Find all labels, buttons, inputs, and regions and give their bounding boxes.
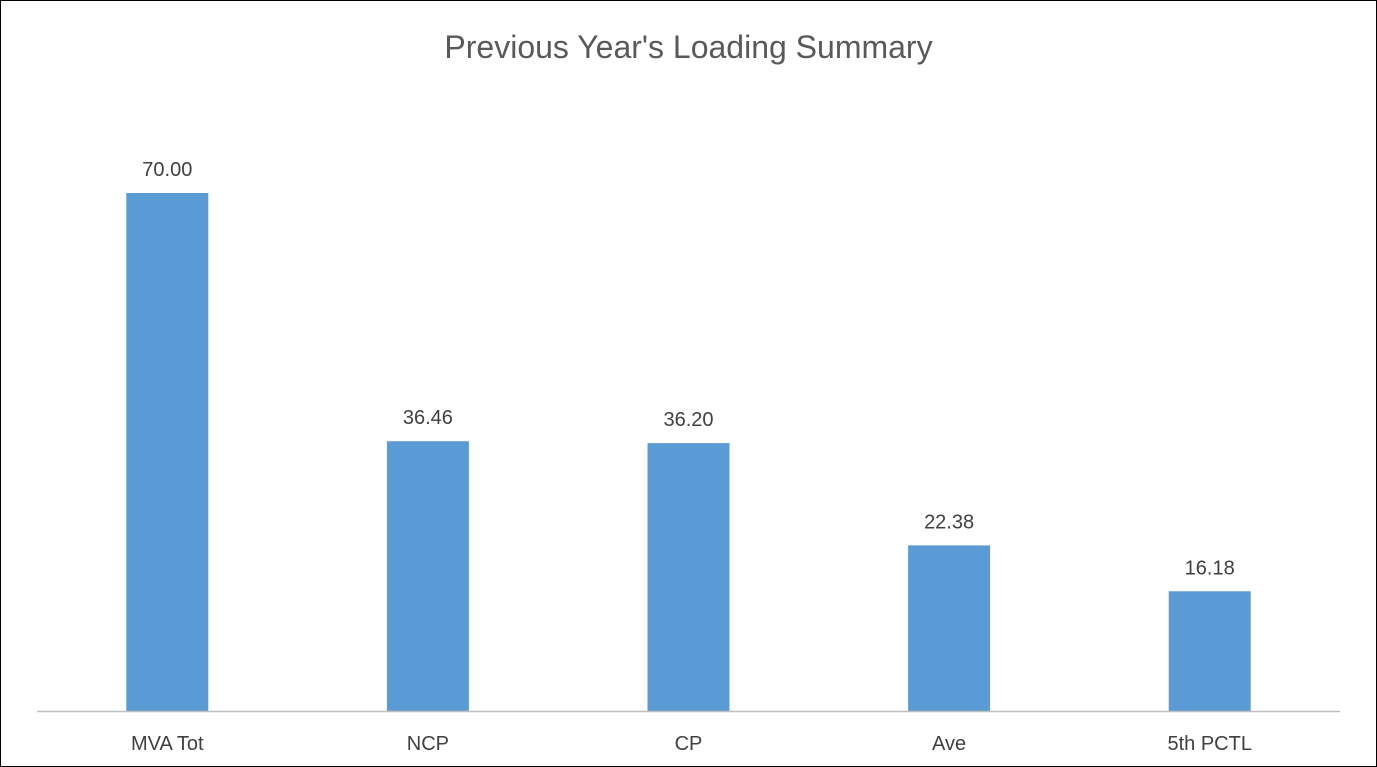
x-tick-label: 5th PCTL [1167, 733, 1251, 755]
bars-layer [126, 193, 1251, 711]
bar-ncp [386, 441, 469, 711]
bar-cp [647, 443, 730, 711]
data-label: 16.18 [1185, 557, 1235, 579]
data-label: 36.46 [403, 407, 453, 429]
x-tick-label: CP [675, 733, 703, 755]
data-labels-layer: 70.00 36.46 36.20 22.38 16.18 [142, 159, 1234, 579]
data-label: 70.00 [142, 159, 192, 181]
data-label: 36.20 [663, 409, 713, 431]
bar-ave [908, 545, 991, 711]
x-tick-labels-layer: MVA Tot NCP CP Ave 5th PCTL [131, 733, 1252, 755]
chart-title: Previous Year's Loading Summary [444, 29, 933, 65]
x-tick-label: MVA Tot [131, 733, 204, 755]
x-tick-label: NCP [407, 733, 449, 755]
bar-5th-pctl [1168, 591, 1251, 711]
bar-mva-tot [126, 193, 209, 711]
data-label: 22.38 [924, 511, 974, 533]
x-tick-label: Ave [932, 733, 966, 755]
